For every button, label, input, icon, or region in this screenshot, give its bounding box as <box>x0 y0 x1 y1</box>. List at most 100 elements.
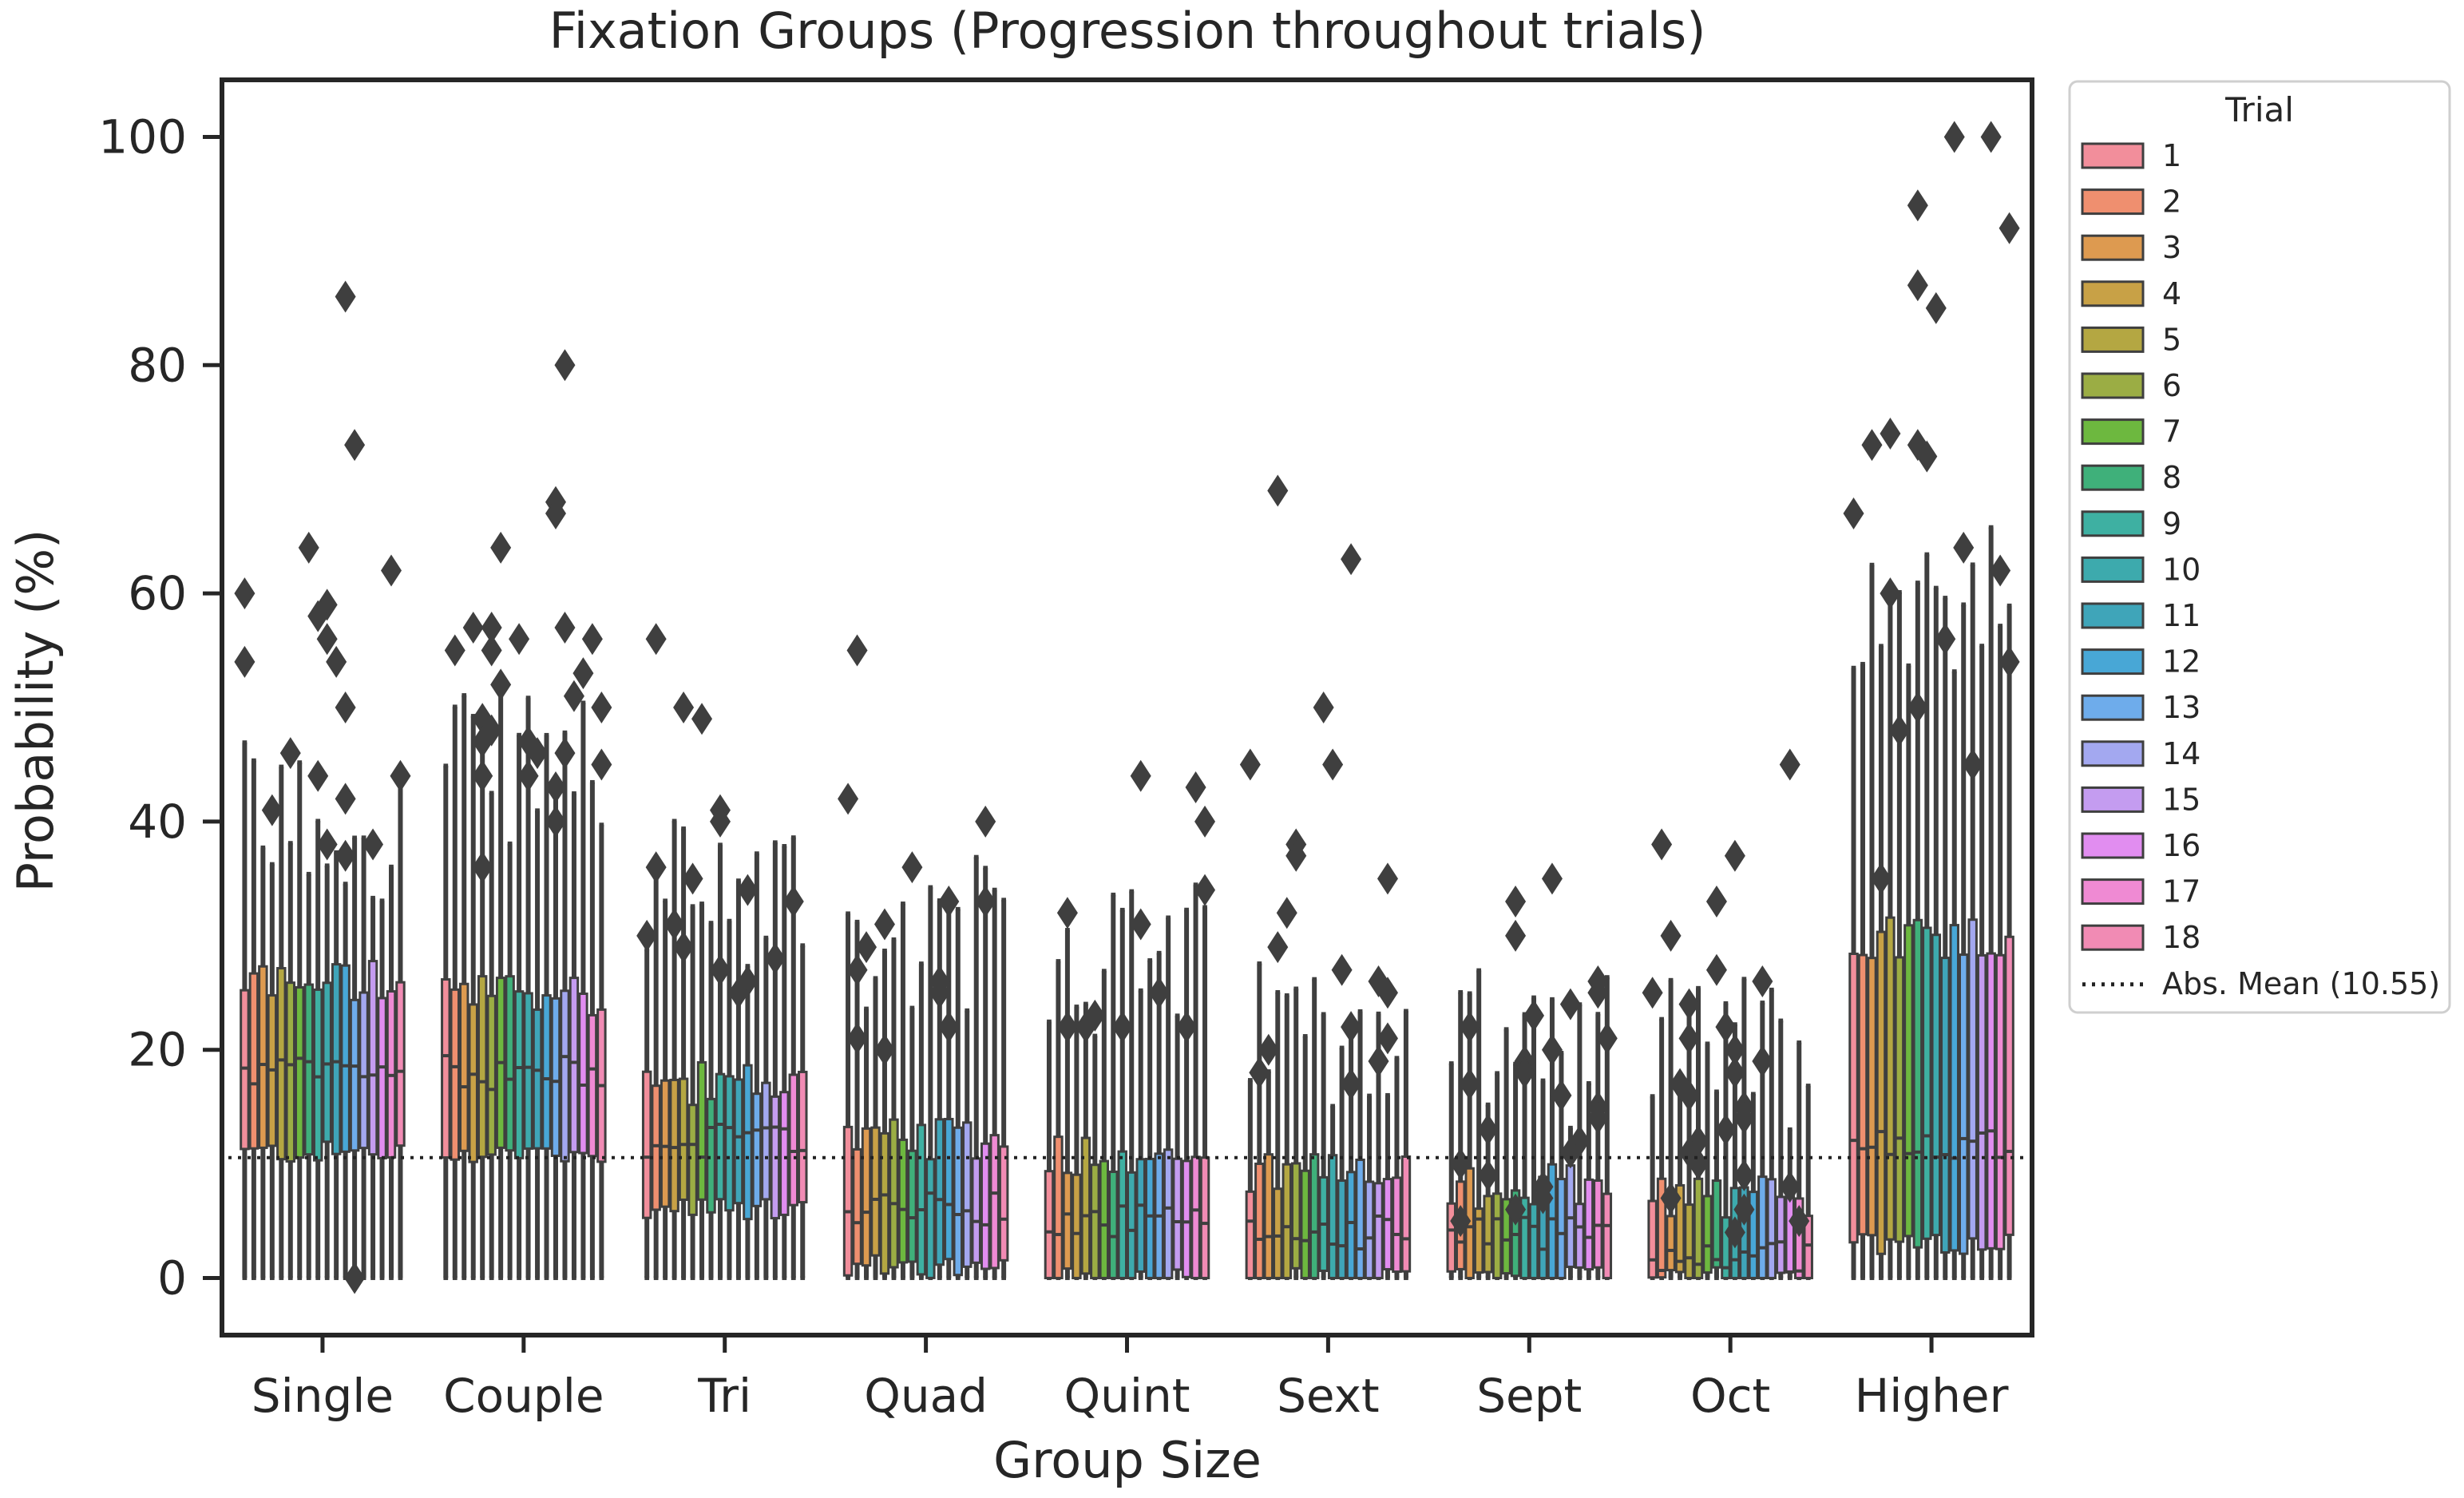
box-body <box>1392 1176 1402 1274</box>
box-higher-trial-8 <box>1912 581 1923 1281</box>
box-body <box>1345 1171 1357 1280</box>
outlier-point <box>1130 759 1151 792</box>
outlier-point <box>873 908 895 941</box>
box-body <box>1684 1203 1694 1280</box>
box-body <box>276 967 287 1161</box>
box-couple-trial-12 <box>541 732 552 1281</box>
box-body <box>322 981 332 1143</box>
outlier-point <box>1322 748 1344 781</box>
outlier-point <box>1505 885 1527 917</box>
box-tri-trial-10 <box>724 918 735 1281</box>
box-oct-trial-3 <box>1666 977 1676 1281</box>
x-tick-label: Couple <box>443 1369 604 1423</box>
outlier-point <box>1943 121 1965 153</box>
box-body <box>687 1104 698 1216</box>
box-sext-trial-4 <box>1273 989 1283 1281</box>
outlier-point <box>1789 1205 1810 1238</box>
box-body <box>477 975 488 1159</box>
box-higher-trial-18 <box>2004 603 2014 1281</box>
outlier-point <box>1459 1068 1480 1100</box>
box-quad-trial-3 <box>861 1006 872 1281</box>
legend-label-trial-14: 14 <box>2162 736 2201 771</box>
box-tri-trial-17 <box>788 835 799 1281</box>
box-body <box>1848 952 1859 1244</box>
box-body <box>1776 1195 1786 1274</box>
box-higher-trial-5 <box>1885 596 1896 1281</box>
box-sext-trial-8 <box>1309 977 1320 1281</box>
outlier-point <box>1532 1182 1554 1215</box>
box-single-trial-15 <box>367 895 378 1281</box>
box-couple-trial-18 <box>596 822 607 1281</box>
box-tri-trial-9 <box>715 842 726 1281</box>
box-quad-trial-6 <box>889 937 899 1281</box>
outlier-point <box>1935 623 1956 656</box>
box-quint-trial-12 <box>1144 958 1155 1281</box>
outlier-point <box>462 611 484 644</box>
box-body <box>1674 1183 1686 1274</box>
legend-label-trial-18: 18 <box>2162 920 2201 955</box>
outlier-point <box>1541 862 1563 895</box>
box-body <box>1565 1164 1576 1269</box>
outlier-point <box>1724 1056 1745 1089</box>
outlier-point <box>1678 988 1700 1020</box>
outlier-point <box>481 611 502 644</box>
outlier-point <box>1999 645 2020 678</box>
box-body <box>1766 1178 1777 1280</box>
outlier-point <box>481 634 502 667</box>
outlier-point <box>727 977 749 1009</box>
box-quad-trial-15 <box>971 854 981 1281</box>
outlier-point <box>975 805 996 838</box>
outlier-point <box>1505 1193 1527 1226</box>
box-body <box>578 992 588 1155</box>
box-body <box>1080 1136 1091 1275</box>
box-sext-trial-16 <box>1382 1092 1393 1281</box>
outlier-point <box>472 759 493 792</box>
box-sext-trial-14 <box>1364 1093 1375 1281</box>
box-body <box>1656 1177 1667 1279</box>
box-couple-trial-13 <box>550 789 561 1281</box>
legend-label-trial-9: 9 <box>2162 506 2181 541</box>
outlier-point <box>581 623 603 656</box>
box-single-trial-8 <box>303 871 314 1281</box>
outlier-point <box>545 805 566 838</box>
outlier-point <box>1111 1011 1133 1044</box>
legend-label-abs-mean: Abs. Mean (10.55) <box>2162 966 2440 1001</box>
box-oct-trial-8 <box>1711 1089 1722 1281</box>
box-higher-trial-11 <box>1940 596 1951 1281</box>
outlier-point <box>335 783 356 815</box>
box-body <box>1519 1196 1530 1280</box>
box-oct-trial-14 <box>1766 987 1777 1281</box>
box-sext-trial-6 <box>1290 986 1301 1281</box>
box-body <box>459 982 469 1152</box>
outlier-point <box>645 623 667 656</box>
outlier-point <box>509 623 530 656</box>
outlier-point <box>901 851 923 884</box>
outlier-point <box>1276 897 1297 929</box>
box-single-trial-5 <box>276 764 287 1281</box>
box-higher-trial-12 <box>1949 669 1959 1281</box>
box-body <box>641 1070 652 1219</box>
box-body <box>560 989 570 1163</box>
box-tri-trial-11 <box>733 878 744 1281</box>
outlier-point <box>1341 1011 1362 1044</box>
box-sext-trial-5 <box>1282 993 1292 1281</box>
outlier-point <box>1999 212 2020 244</box>
legend-label-trial-3: 3 <box>2162 230 2181 265</box>
box-body <box>1885 916 1896 1241</box>
outlier-point <box>517 725 539 758</box>
box-body <box>696 1060 707 1201</box>
box-sept-trial-12 <box>1547 997 1558 1281</box>
y-tick-label: 40 <box>128 795 187 849</box>
box-body <box>295 986 305 1159</box>
x-tick-label: Sept <box>1476 1369 1582 1423</box>
outlier-point <box>307 759 329 792</box>
box-quad-trial-1 <box>842 911 854 1281</box>
outlier-point <box>1688 1147 1709 1180</box>
legend-frame <box>2068 80 2451 1014</box>
box-body <box>1163 1148 1174 1280</box>
outlier-point <box>1752 1045 1773 1078</box>
box-single-trial-4 <box>267 862 278 1281</box>
box-single-trial-9 <box>312 818 323 1281</box>
outlier-point <box>1907 269 1928 302</box>
legend-label-trial-1: 1 <box>2162 138 2181 173</box>
